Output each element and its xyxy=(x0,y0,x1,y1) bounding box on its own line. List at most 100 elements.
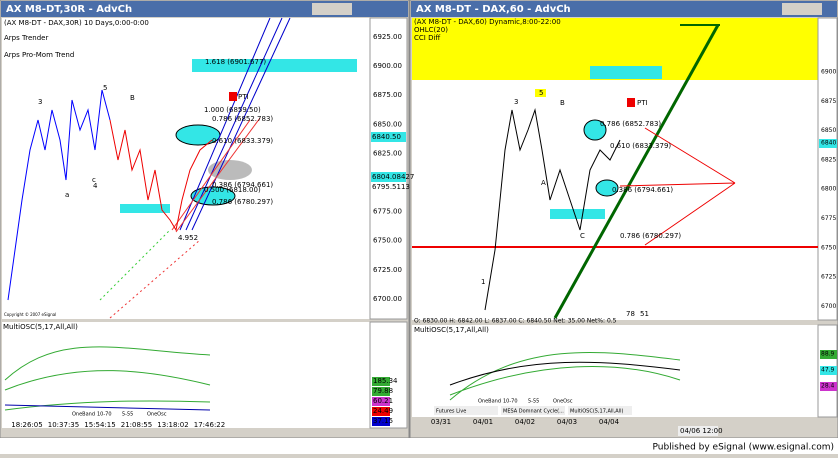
osc-title: MultiOSC(5,17,All,All) xyxy=(414,326,489,334)
price-label: 6900.00 xyxy=(373,62,402,70)
osc-value: 24.49 xyxy=(373,407,393,415)
osc-value-box xyxy=(372,387,390,396)
chart-header: CCI Diff xyxy=(414,34,440,42)
osc-button: OneBand xyxy=(478,399,501,405)
price-label: 6775 xyxy=(821,215,836,222)
fib-label: 0.610 (6833.379) xyxy=(610,142,671,150)
fib-label: 0.386 (6794.661) xyxy=(212,181,273,189)
osc-value: 79.88 xyxy=(373,387,393,395)
wave-label: 4 xyxy=(93,182,98,190)
wave-label: c xyxy=(92,176,96,184)
osc-value: 37.15 xyxy=(373,417,393,425)
date-label: 04/03 xyxy=(557,418,577,426)
window-buttons[interactable] xyxy=(782,3,822,15)
price-label: 6800 xyxy=(821,186,836,193)
tab xyxy=(434,406,498,415)
chart-header: OHLC(20) xyxy=(414,26,448,34)
osc-lines xyxy=(449,361,681,386)
fib-label: 0.500 (6818.00) xyxy=(204,186,261,194)
wave-label: a xyxy=(65,191,69,199)
trend-dots xyxy=(99,229,171,301)
tab-label: MESA Domnant Cycle(... xyxy=(503,409,564,415)
fib-label: 0.786 (6780.297) xyxy=(212,198,273,206)
osc-value-box xyxy=(820,382,837,391)
osc-title: MultiOSC(5,17,All,All) xyxy=(3,323,78,331)
price-highlight xyxy=(371,132,406,142)
highlight-ellipse xyxy=(190,186,236,206)
pti-label: PTI xyxy=(238,93,249,101)
date-label: 03/31 xyxy=(431,418,451,426)
wave-label: 1 xyxy=(481,278,485,286)
osc-button: OneOsc xyxy=(553,399,573,405)
osc-value-box xyxy=(820,350,837,359)
price-bars xyxy=(484,108,621,311)
date-label: 04/01 xyxy=(473,418,493,426)
price-label: 6725.00 xyxy=(373,266,402,274)
wave-label: B xyxy=(560,99,565,107)
chart-header: (AX M8-DT - DAX,30R) 10 Days,0:00-0:00 xyxy=(4,19,149,27)
price-label: 6700.00 xyxy=(373,295,402,303)
osc-button: OneOsc xyxy=(147,412,167,418)
cursor-time-box xyxy=(678,426,718,436)
osc-lines xyxy=(449,351,681,401)
footer-bar xyxy=(0,438,838,454)
osc-value-box xyxy=(820,366,837,375)
price-axis xyxy=(369,17,408,320)
price-label: 6850 xyxy=(821,127,836,134)
fib-label: 0.786 (6780.297) xyxy=(620,232,681,240)
target-box xyxy=(550,209,605,219)
price-label: 6850.00 xyxy=(373,120,402,128)
price-label: 6875 xyxy=(821,98,836,105)
fib-label: 0.786 (6852.783) xyxy=(212,115,273,123)
study-name: Arps Pro-Mom Trend xyxy=(4,51,74,59)
pti-box xyxy=(229,92,237,101)
copyright: Copyright © 2007 eSignal xyxy=(4,312,56,317)
osc-pane xyxy=(2,322,370,428)
price-highlight xyxy=(371,182,406,192)
date-label: 04/04 xyxy=(599,418,620,426)
wave-label: 4.952 xyxy=(178,234,198,242)
price-axis xyxy=(817,17,838,321)
highlight-ellipse xyxy=(583,119,607,141)
tab-label: MultiOSC(5,17,All,All) xyxy=(570,409,623,415)
osc-lines xyxy=(4,404,211,411)
title-bar xyxy=(411,1,837,17)
price-label: 6925.00 xyxy=(373,33,402,41)
osc-button: 10-70 xyxy=(503,399,518,405)
osc-lines xyxy=(4,346,211,411)
osc-value: 185.34 xyxy=(373,377,398,385)
wave-label: 5 xyxy=(539,89,543,97)
price-label: 6750 xyxy=(821,244,836,251)
wave-label: C xyxy=(580,232,585,240)
fib-label: 1.618 (6901.677) xyxy=(205,58,266,66)
time-label: 17:46:22 xyxy=(194,421,225,429)
osc-value: 60.21 xyxy=(373,397,393,405)
osc-button: OneBand xyxy=(72,412,95,418)
osc-value-box xyxy=(372,397,390,406)
price-label: 6700 xyxy=(821,303,836,310)
target-box xyxy=(120,204,170,213)
tab xyxy=(568,406,632,415)
price-bars xyxy=(7,89,111,301)
time-label: 18:26:05 xyxy=(11,421,42,429)
price-label: 6825 xyxy=(821,156,836,163)
price-highlight-label: 6840.50 xyxy=(372,133,401,141)
time-label: 21:08:55 xyxy=(121,421,152,429)
price-label: 6725 xyxy=(821,274,836,281)
wave-label: 3 xyxy=(514,98,518,106)
price-highlight-label: 6795.5113 xyxy=(372,183,410,191)
osc-button: 5-55 xyxy=(528,399,539,405)
window-buttons[interactable] xyxy=(312,3,352,15)
window-title: AX M8-DT - DAX,60 - AdvCh xyxy=(416,4,571,15)
fib-label: 1.000 (6859.50) xyxy=(204,106,261,114)
channel-lines xyxy=(179,17,291,231)
trend-line xyxy=(553,24,720,319)
time-label: 13:18:02 xyxy=(157,421,188,429)
osc-value-box xyxy=(372,407,390,416)
osc-button: 10-70 xyxy=(97,412,112,418)
count-label: 51 xyxy=(640,310,649,318)
window-title: AX M8-DT,30R - AdvCh xyxy=(6,4,132,15)
price-label: 6900 xyxy=(821,69,836,76)
date-label: 04/02 xyxy=(515,418,535,426)
